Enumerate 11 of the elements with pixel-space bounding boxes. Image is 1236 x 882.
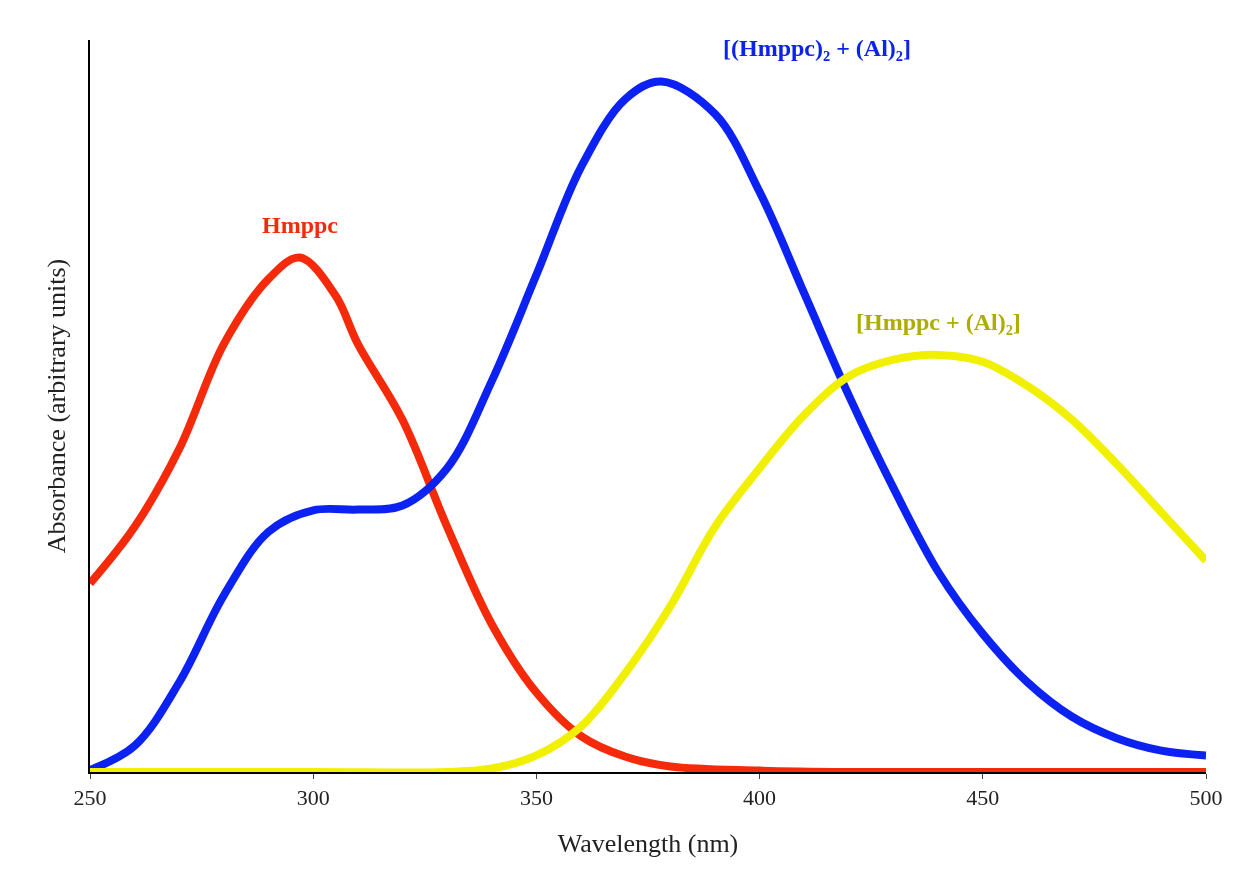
x-tick-label: 400 xyxy=(743,785,777,811)
x-tick-label: 250 xyxy=(73,785,107,811)
x-tick-label: 350 xyxy=(519,785,553,811)
series-label: Hmppc xyxy=(262,212,339,238)
x-axis-title: Wavelength (nm) xyxy=(557,829,739,859)
y-axis-title: Absorbance (arbitrary units) xyxy=(42,258,72,554)
x-tick-label: 300 xyxy=(296,785,330,811)
series-label: [Hmppc + (Al)₂] xyxy=(856,309,1021,335)
series-label: [(Hmppc)₂ + (Al)₂] xyxy=(723,35,912,61)
x-tick-label: 500 xyxy=(1189,785,1223,811)
x-tick-label: 450 xyxy=(966,785,1000,811)
